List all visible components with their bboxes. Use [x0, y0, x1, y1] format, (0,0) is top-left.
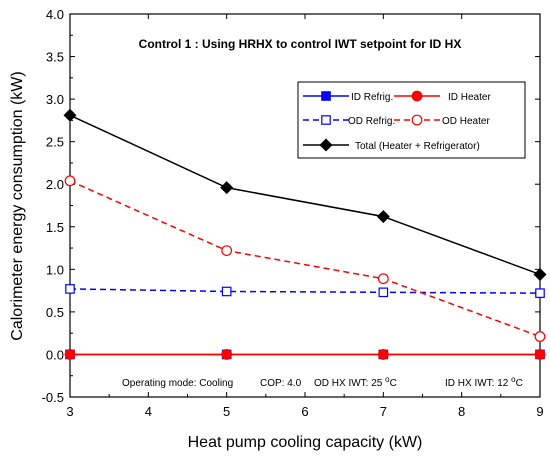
data-point — [64, 175, 76, 187]
x-tick-label: 5 — [223, 404, 230, 419]
y-tick-label: 3.5 — [46, 50, 64, 65]
y-tick-label: 4.0 — [46, 7, 64, 22]
series-line-4 — [69, 114, 541, 276]
legend-marker — [321, 115, 331, 125]
legend-marker — [321, 91, 331, 101]
x-axis-label: Heat pump cooling capacity (kW) — [188, 434, 423, 451]
legend-label: ID Heater — [448, 92, 491, 103]
plot-area — [69, 13, 541, 398]
series-markers — [63, 108, 547, 360]
x-tick-label: 9 — [536, 404, 543, 419]
data-point — [534, 331, 546, 342]
x-tick-label: 6 — [301, 404, 308, 419]
data-point — [377, 349, 389, 360]
y-tick-label: 1.5 — [46, 220, 64, 235]
series-line-3 — [69, 180, 541, 338]
data-point — [221, 245, 233, 257]
chart-title: Control 1 : Using HRHX to control IWT se… — [139, 37, 462, 51]
annotation-od-degree: o — [385, 375, 390, 384]
legend: ID Refrig. ID Heater OD Refrig. OD Heater To… — [297, 81, 526, 159]
data-point — [221, 286, 232, 297]
legend-marker — [319, 138, 333, 152]
annotation-od-iwt: OD HX IWT: 25 oC — [314, 375, 397, 389]
annotation-od-unit: C — [390, 378, 397, 389]
legend-label: Total (Heater + Refrigerator) — [355, 141, 480, 152]
series-lines — [69, 114, 541, 356]
data-point — [535, 288, 545, 298]
data-point — [533, 267, 547, 281]
y-tick-label: 1.0 — [46, 262, 64, 277]
x-tick-label: 4 — [145, 404, 152, 419]
annotation-id-unit: C — [516, 378, 523, 389]
y-tick-label: 3.0 — [46, 92, 64, 107]
x-axis-ticks: 3 4 5 6 7 8 9 — [66, 14, 544, 419]
annotation-cop: COP: 4.0 — [260, 378, 302, 389]
y-tick-label: 0.0 — [46, 347, 64, 362]
x-tick-label: 7 — [380, 404, 387, 419]
annotation-id-prefix: ID HX IWT: 12 — [445, 378, 511, 389]
y-tick-label: 2.0 — [46, 177, 64, 192]
data-point — [377, 273, 389, 285]
legend-items: ID Refrig. ID Heater OD Refrig. OD Heater To… — [303, 90, 491, 152]
y-tick-label: 0.5 — [46, 305, 64, 320]
legend-marker — [411, 114, 423, 126]
x-tick-label: 3 — [66, 404, 73, 419]
operating-annotation: Operating mode: Cooling COP: 4.0 OD HX I… — [122, 375, 523, 389]
data-point — [64, 349, 76, 360]
plot-frame — [69, 13, 541, 398]
series-line-2 — [69, 288, 541, 294]
y-axis-ticks: -0.5 0.0 0.5 1.0 1.5 2.0 2.5 3.0 3.5 4.0 — [42, 7, 540, 405]
y-tick-label: 2.5 — [46, 135, 64, 150]
x-tick-label: 8 — [458, 404, 465, 419]
y-axis-label: Calorimeter energy consumption (kW) — [9, 71, 26, 340]
annotation-id-iwt: ID HX IWT: 12 oC — [445, 375, 523, 389]
y-tick-label: -0.5 — [42, 390, 64, 405]
legend-label: OD Refrig. — [348, 116, 395, 127]
legend-label: ID Refrig. — [351, 92, 393, 103]
data-point — [220, 181, 234, 195]
annotation-id-degree: o — [511, 375, 516, 384]
legend-label: OD Heater — [442, 116, 490, 127]
legend-marker — [411, 90, 423, 102]
data-point — [534, 349, 546, 360]
data-point — [221, 349, 233, 360]
data-point — [63, 108, 77, 122]
data-point — [65, 284, 75, 294]
annotation-od-prefix: OD HX IWT: 25 — [314, 378, 385, 389]
data-point — [376, 210, 390, 224]
annotation-mode: Operating mode: Cooling — [122, 378, 233, 389]
data-point — [378, 287, 389, 298]
